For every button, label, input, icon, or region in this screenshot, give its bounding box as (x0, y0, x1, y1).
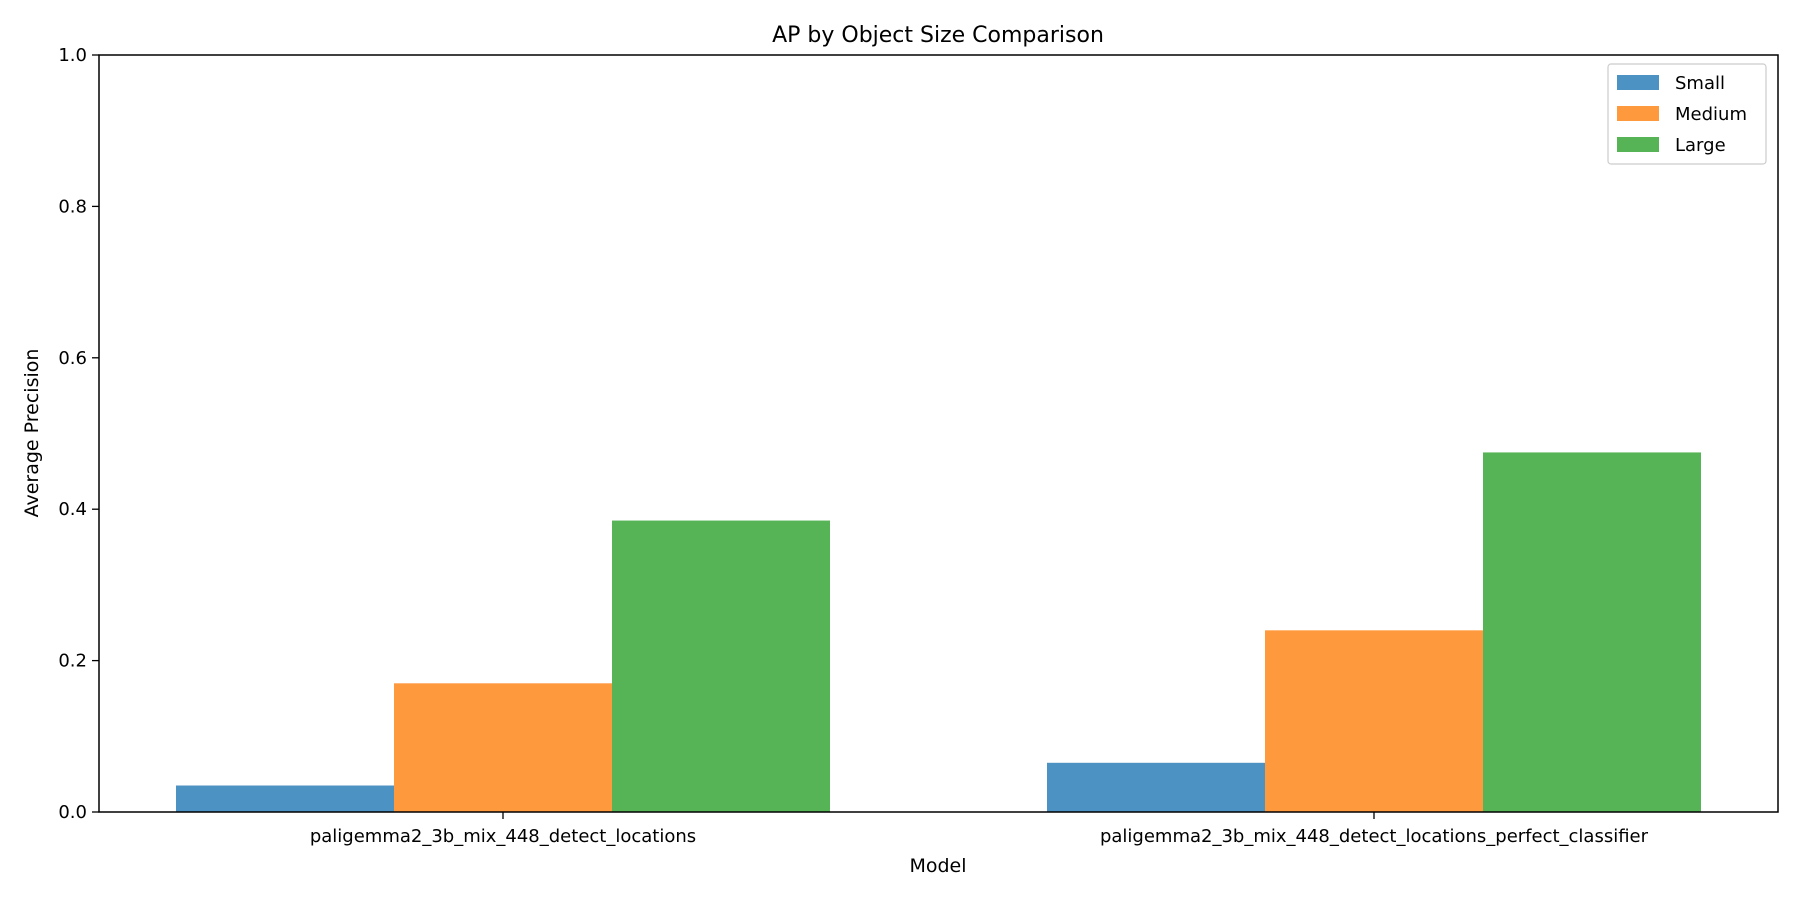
y-tick-label: 0.0 (58, 802, 87, 823)
axes-group (98, 54, 1779, 813)
bar-small-1 (1047, 762, 1265, 812)
bar-large-0 (612, 520, 830, 812)
y-tick-label: 0.6 (58, 348, 87, 369)
bar-medium-1 (1265, 630, 1483, 812)
y-tick-label: 0.8 (58, 196, 87, 217)
x-tick-label: paligemma2_3b_mix_448_detect_locations (310, 826, 696, 847)
legend-label-small: Small (1675, 73, 1725, 94)
legend-label-medium: Medium (1675, 104, 1747, 125)
legend-label-large: Large (1675, 135, 1726, 156)
plot-frame (98, 54, 1779, 813)
y-axis-label: Average Precision (21, 349, 43, 518)
chart-title: AP by Object Size Comparison (772, 23, 1104, 48)
legend-swatch-medium (1617, 106, 1659, 121)
legend-swatch-small (1617, 75, 1659, 90)
x-tick-label: paligemma2_3b_mix_448_detect_locations_p… (1100, 826, 1649, 847)
y-tick-label: 0.2 (58, 651, 87, 672)
x-axis-label: Model (909, 855, 966, 877)
bar-small-0 (176, 785, 394, 812)
legend: Small Medium Large (1607, 63, 1767, 165)
bar-medium-0 (394, 683, 612, 812)
bars-group (176, 452, 1701, 812)
bar-large-1 (1483, 452, 1701, 812)
y-tick-label: 1.0 (58, 45, 87, 66)
y-tick-label: 0.4 (58, 499, 87, 520)
legend-items: Small Medium Large (1617, 73, 1747, 156)
x-ticks-group: paligemma2_3b_mix_448_detect_locations pa… (310, 812, 1649, 847)
y-ticks-group: 0.0 0.2 0.4 0.6 0.8 1.0 (58, 45, 99, 823)
legend-swatch-large (1617, 137, 1659, 152)
